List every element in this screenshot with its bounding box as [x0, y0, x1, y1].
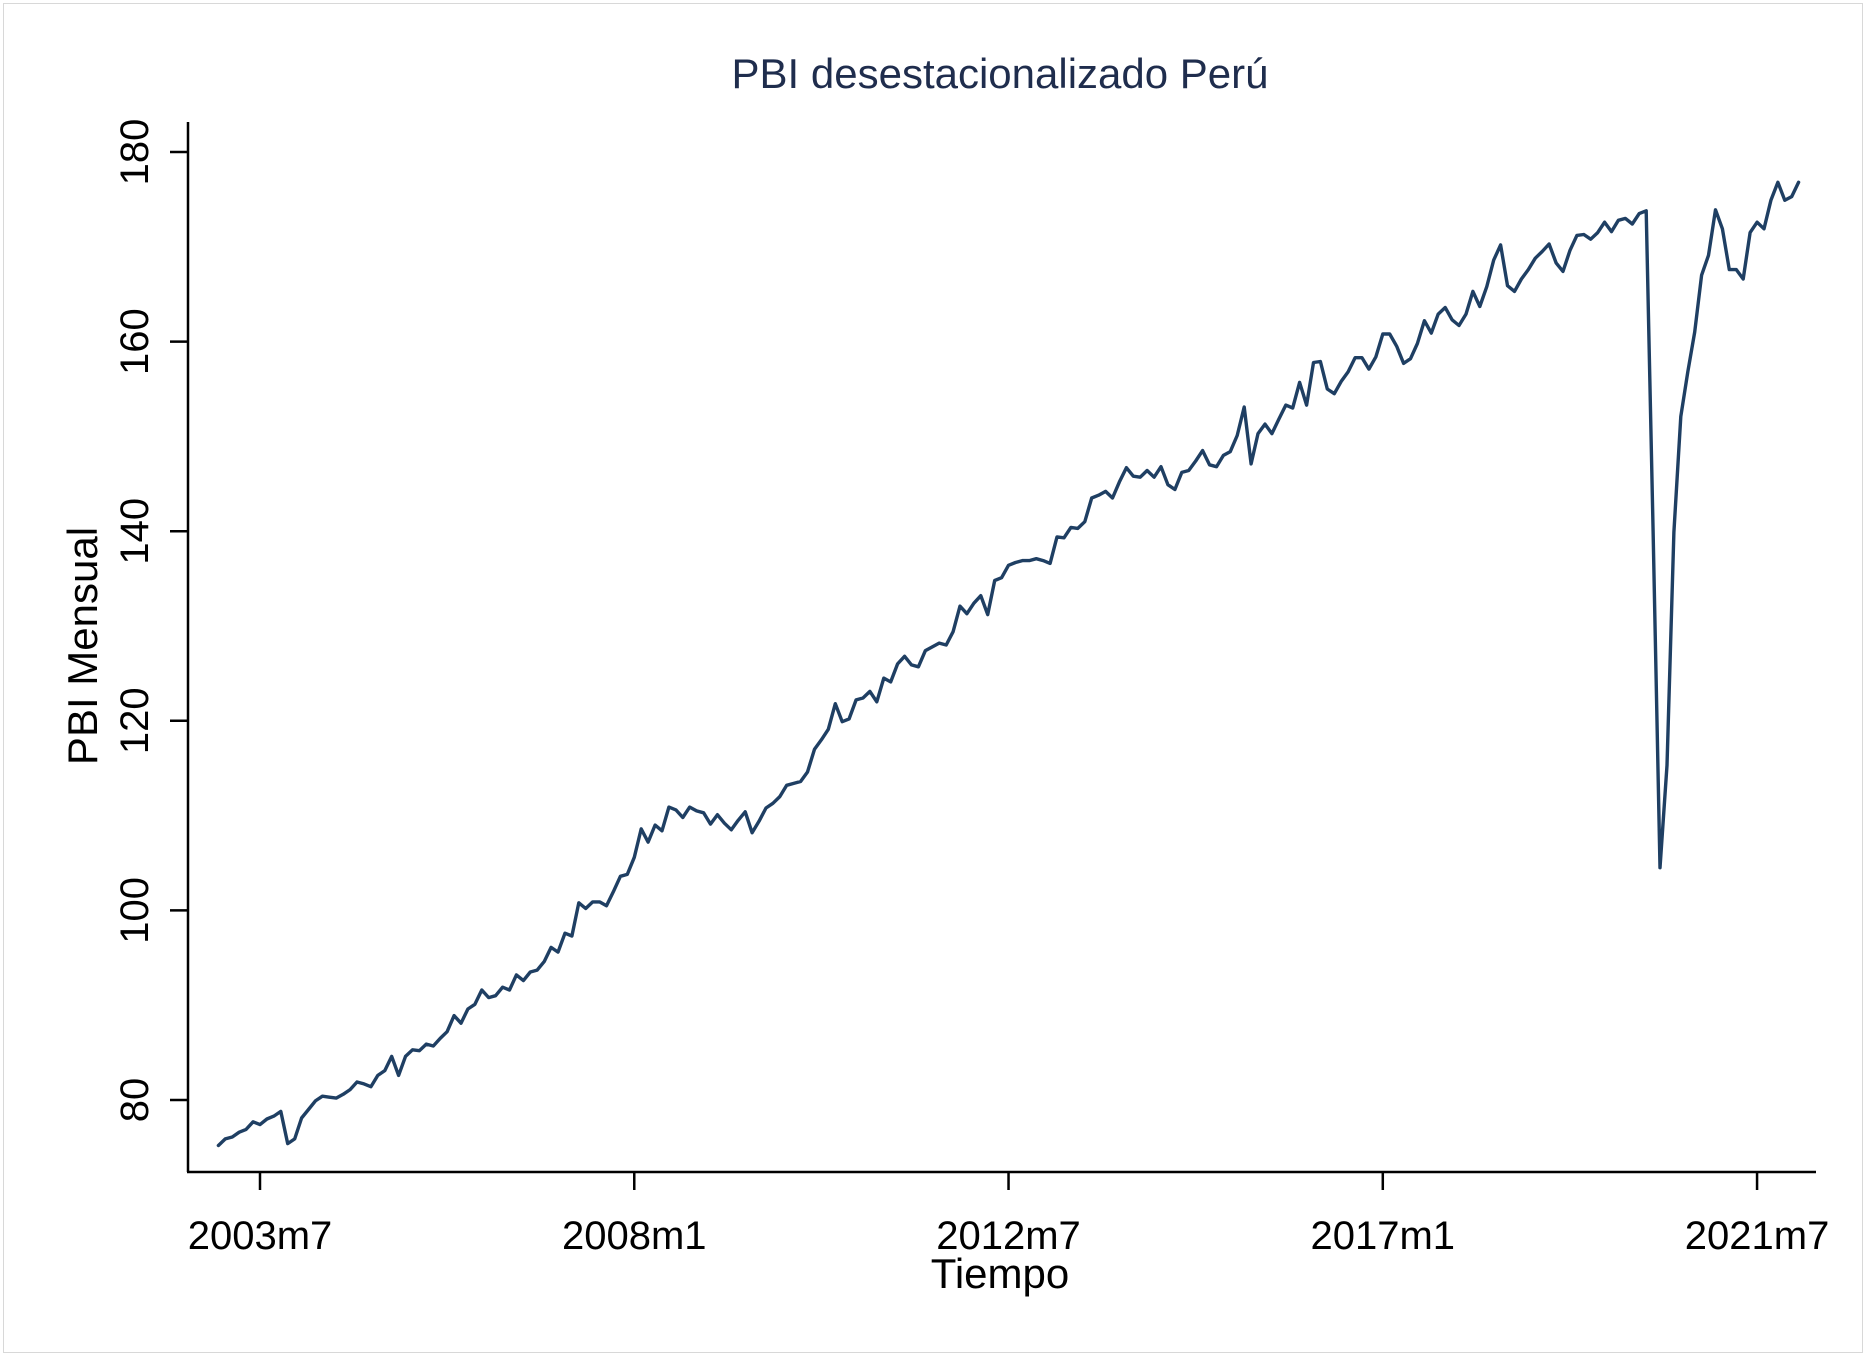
x-axis-title: Tiempo — [931, 1250, 1070, 1297]
x-axis-ticks: 2003m7 2008m1 2012m7 2017m1 2021m7 — [188, 1172, 1830, 1258]
y-tick-label: 120 — [113, 687, 157, 754]
y-tick-label: 100 — [113, 877, 157, 944]
y-axis-title: PBI Mensual — [59, 527, 106, 765]
y-tick-label: 160 — [113, 308, 157, 375]
y-axis-ticks: 80 100 120 140 160 180 — [113, 119, 188, 1123]
x-tick-label: 2017m1 — [1311, 1214, 1456, 1258]
y-tick-label: 180 — [113, 119, 157, 186]
y-tick-label: 140 — [113, 498, 157, 565]
line-chart: PBI desestacionalizado Perú 80 100 120 140 1… — [59, 50, 1830, 1297]
y-tick-label: 80 — [113, 1078, 157, 1123]
x-tick-label: 2003m7 — [188, 1214, 333, 1258]
chart-title: PBI desestacionalizado Perú — [732, 50, 1269, 97]
x-tick-label: 2012m7 — [936, 1214, 1081, 1258]
series-line-pbi — [216, 180, 1801, 1148]
x-tick-label: 2008m1 — [562, 1214, 707, 1258]
chart-frame: PBI desestacionalizado Perú 80 100 120 140 1… — [3, 3, 1863, 1353]
x-tick-label: 2021m7 — [1685, 1214, 1830, 1258]
